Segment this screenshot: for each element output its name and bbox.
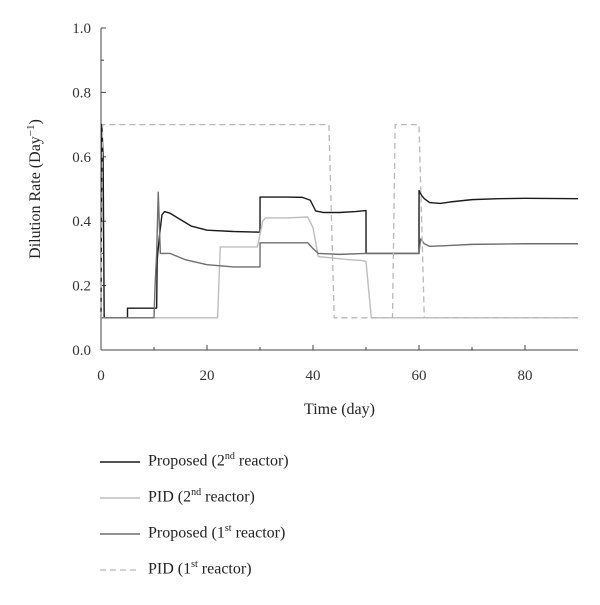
legend-item-proposed-2nd: Proposed (2nd reactor) xyxy=(100,448,520,476)
y-tick-label: 0.0 xyxy=(72,343,91,359)
y-axis-label-sup: −1 xyxy=(25,124,37,136)
x-tick-label: 80 xyxy=(518,368,533,384)
legend-label-proposed-2nd: Proposed (2nd reactor) xyxy=(148,451,289,470)
legend-item-proposed-1st: Proposed (1st reactor) xyxy=(100,520,520,548)
legend-label-pid-1st: PID (1st reactor) xyxy=(148,559,252,578)
legend-label-pid-2nd: PID (2nd reactor) xyxy=(148,487,255,506)
x-tick-label: 40 xyxy=(306,368,321,384)
y-tick-label: 1.0 xyxy=(72,21,91,37)
legend-swatch-proposed-2nd xyxy=(100,461,140,463)
legend-item-pid-2nd: PID (2nd reactor) xyxy=(100,484,520,512)
series-line-proposed_1st xyxy=(101,191,578,319)
series-lines xyxy=(100,123,579,319)
series-line-pid_1st xyxy=(100,123,578,319)
legend-swatch-pid-1st xyxy=(100,569,140,571)
x-tick-label: 20 xyxy=(200,368,215,384)
x-tick-label: 60 xyxy=(412,368,427,384)
y-tick-label: 0.8 xyxy=(72,85,91,101)
y-axis-label-main: Dilution Rate (Day xyxy=(27,136,44,259)
x-axis-label: Time (day) xyxy=(304,401,375,418)
y-tick-label: 0.4 xyxy=(72,214,91,230)
x-tick-label: 0 xyxy=(97,368,105,384)
y-tick-label: 0.2 xyxy=(72,279,91,295)
series-line-proposed_2nd xyxy=(100,123,579,319)
legend-label-proposed-1st: Proposed (1st reactor) xyxy=(148,523,286,542)
axes: 0.0 0.2 0.4 0.6 0.8 1.0 0 20 40 60 80 xyxy=(72,21,578,384)
y-axis-label-close: ) xyxy=(27,119,44,124)
y-tick-label: 0.6 xyxy=(72,150,91,166)
legend-swatch-pid-2nd xyxy=(100,497,140,499)
legend-item-pid-1st: PID (1st reactor) xyxy=(100,556,520,584)
series-line-pid_2nd xyxy=(101,216,578,319)
legend-swatch-proposed-1st xyxy=(100,533,140,535)
dilution-rate-chart: 0.0 0.2 0.4 0.6 0.8 1.0 0 20 40 60 80 Time (day) D… xyxy=(25,21,579,418)
y-axis-label: Dilution Rate (Day−1) xyxy=(25,119,44,259)
